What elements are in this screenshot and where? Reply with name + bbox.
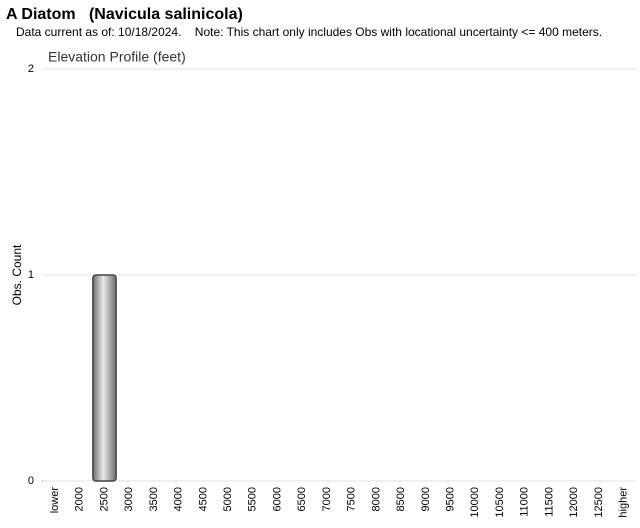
x-tick-label: 5500 [247,487,259,511]
x-tick-label: 3500 [148,487,160,511]
subtitle: Data current as of: 10/18/2024. Note: Th… [16,25,602,39]
x-tick-label: 8000 [370,487,382,511]
x-tick-label: 4000 [173,487,185,511]
x-tick-label: 10500 [494,487,506,518]
x-tick-label: lower [49,487,61,514]
x-tick-label: 4500 [197,487,209,511]
y-tick-label: 1 [28,269,34,281]
x-tick-label: 6500 [296,487,308,511]
y-tick-label: 0 [28,475,34,487]
bar [92,274,117,482]
chart-title: Elevation Profile (feet) [48,49,186,65]
x-tick-label: 6000 [271,487,283,511]
page-title: A Diatom (Navicula salinicola) [6,6,243,23]
x-tick-label: 2500 [98,487,110,511]
x-tick-label: 10000 [469,487,481,518]
x-tick-label: 11500 [543,487,555,517]
x-tick-label: 12500 [593,487,605,518]
x-tick-label: 9500 [445,487,457,511]
x-tick-label: 5000 [222,487,234,511]
y-tick-label: 2 [28,63,34,75]
x-tick-label: 7000 [321,487,333,511]
x-tick-label: 11000 [519,487,531,517]
x-tick-label: 12000 [568,487,580,518]
y-axis-label: Obs. Count [10,244,24,305]
x-tick-label: 9000 [420,487,432,511]
x-tick-label: 3000 [123,487,135,511]
x-tick-label: 8500 [395,487,407,511]
x-tick-label: 7500 [346,487,358,511]
x-tick-label: 2000 [74,487,86,511]
x-tick-label: higher [618,487,630,518]
